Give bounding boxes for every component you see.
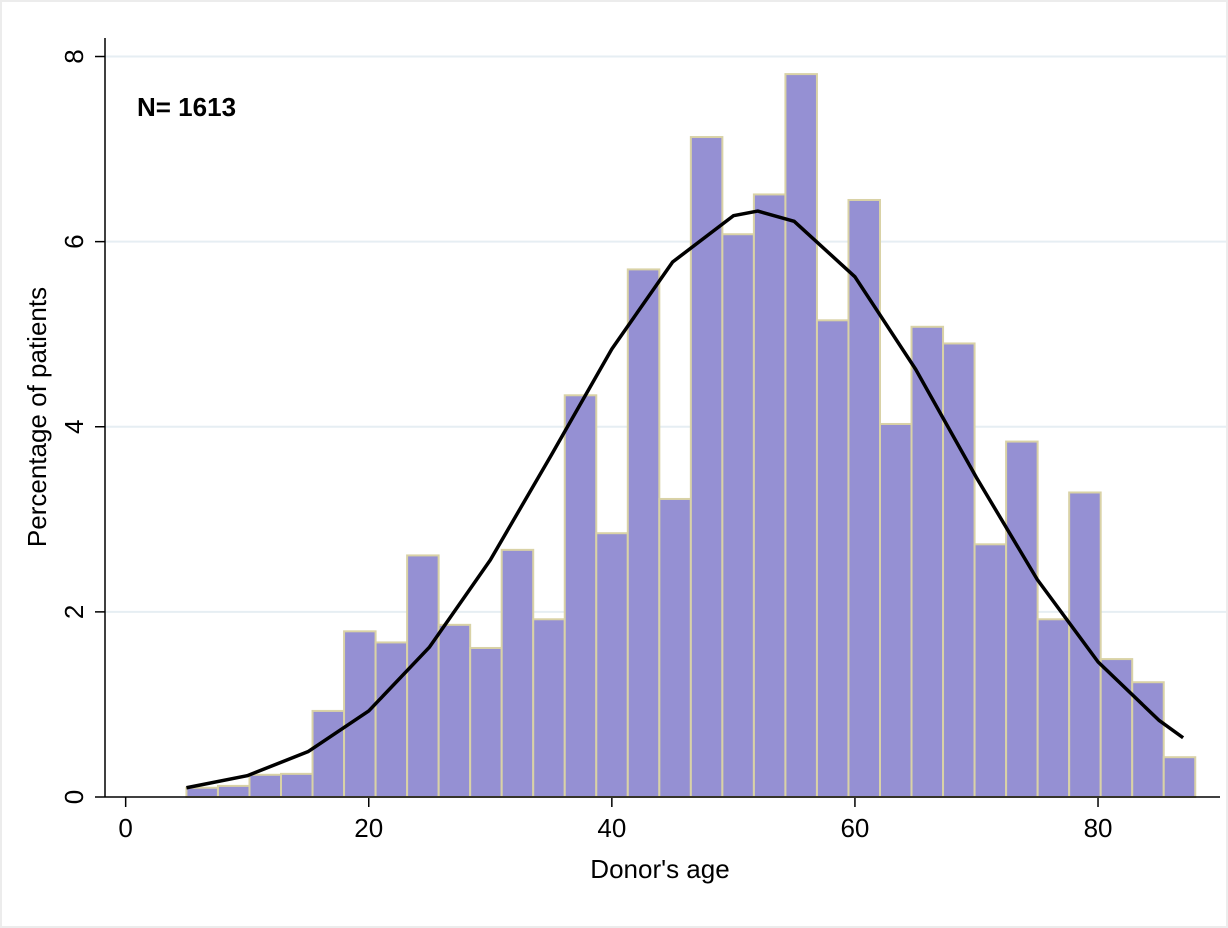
bar xyxy=(1162,756,1197,799)
x-tick-label: 60 xyxy=(840,813,869,843)
bar xyxy=(626,268,661,798)
annotation: N= 1613 xyxy=(137,92,236,122)
density-curve xyxy=(186,209,1185,790)
bar xyxy=(469,646,503,798)
x-axis-label: Donor's age xyxy=(590,854,729,884)
bar xyxy=(374,641,409,798)
bar xyxy=(784,73,818,799)
bar xyxy=(500,548,535,798)
bar xyxy=(280,772,314,798)
x-tick-label: 20 xyxy=(354,813,383,843)
bar xyxy=(689,136,724,799)
bar xyxy=(1005,440,1039,798)
y-axis-label: Percentage of patients xyxy=(22,287,52,547)
y-tick-label: 6 xyxy=(59,234,89,248)
bar xyxy=(910,325,945,798)
x-tick-label: 40 xyxy=(597,813,626,843)
bar xyxy=(721,233,755,799)
bar xyxy=(1099,658,1134,799)
x-tick-label: 80 xyxy=(1084,813,1113,843)
bar xyxy=(532,618,566,798)
bar xyxy=(815,319,850,798)
y-tick-label: 4 xyxy=(59,420,89,434)
bar xyxy=(406,554,440,798)
bar xyxy=(973,543,1008,798)
bar xyxy=(658,497,692,798)
bar xyxy=(879,422,913,798)
bar xyxy=(563,394,598,798)
bar xyxy=(1036,618,1071,798)
x-tick-label: 0 xyxy=(118,813,132,843)
bar xyxy=(942,342,976,798)
bar xyxy=(752,193,787,799)
bar xyxy=(311,709,346,798)
bar xyxy=(343,630,377,798)
y-tick-label: 0 xyxy=(59,790,89,804)
bar xyxy=(216,784,251,799)
bar xyxy=(248,773,283,798)
bar xyxy=(595,532,629,798)
bar xyxy=(437,623,472,799)
y-tick-label: 8 xyxy=(59,49,89,63)
bar xyxy=(185,786,219,798)
y-tick-label: 2 xyxy=(59,605,89,619)
